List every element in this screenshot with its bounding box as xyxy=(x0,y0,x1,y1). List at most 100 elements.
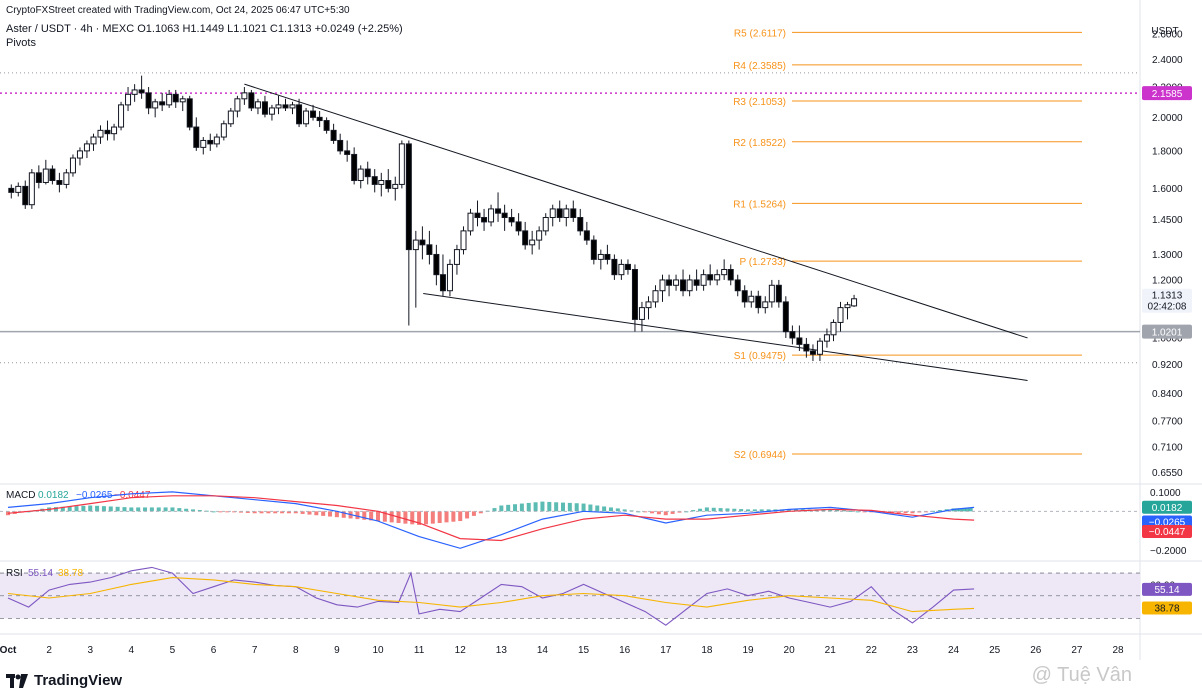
candle-body xyxy=(624,263,631,270)
macd-value-tag-label: −0.0447 xyxy=(1149,527,1186,538)
macd-hist-bar xyxy=(889,511,894,513)
candle-body xyxy=(645,301,652,309)
x-tick-label: 5 xyxy=(170,645,176,656)
y-tick-label: 1.6000 xyxy=(1152,184,1183,195)
candle-body xyxy=(8,187,15,193)
candle-body xyxy=(604,253,611,260)
tradingview-logo[interactable]: TradingView xyxy=(6,672,122,689)
pivot-label: R1 (1.5264) xyxy=(733,199,786,210)
x-tick-label: 24 xyxy=(948,645,960,656)
candle-body xyxy=(488,208,495,223)
macd-hist-bar xyxy=(225,511,230,513)
macd-hist-bar xyxy=(506,504,511,512)
candle-body xyxy=(714,274,721,281)
macd-value: 0.0182 xyxy=(38,490,69,501)
macd-hist-bar xyxy=(238,511,243,513)
y-tick-label: 1.2000 xyxy=(1152,275,1183,286)
candle-body xyxy=(111,126,118,135)
macd-hist-bar xyxy=(95,505,100,512)
candle-body xyxy=(686,279,693,292)
macd-hist-bar xyxy=(917,511,922,513)
x-tick-label: 7 xyxy=(252,645,258,656)
candle-body xyxy=(35,172,42,183)
macd-hist-bar xyxy=(615,508,620,512)
candle-body xyxy=(536,230,543,241)
candle-body xyxy=(680,279,687,292)
macd-hist-bar xyxy=(328,511,333,517)
macd-hist-bar xyxy=(759,509,764,512)
x-tick-label: 27 xyxy=(1071,645,1083,656)
candle-body xyxy=(453,249,460,265)
macd-hist-bar xyxy=(369,511,374,521)
macd-hist-bar xyxy=(821,509,826,512)
candle-body xyxy=(563,208,570,219)
pivot-label: R3 (2.1053) xyxy=(733,97,786,108)
macd-hist-bar xyxy=(835,509,840,512)
macd-hist-bar xyxy=(191,509,195,512)
macd-hist-bar xyxy=(492,508,497,512)
macd-value: −0.0265 xyxy=(76,490,113,501)
macd-hist-bar xyxy=(417,511,422,525)
macd-hist-bar xyxy=(108,506,113,512)
y-tick-label: 0.8400 xyxy=(1152,389,1183,400)
candle-body xyxy=(275,104,282,109)
macd-hist-bar xyxy=(841,510,846,512)
watermark: @ Tuệ Vân xyxy=(1031,664,1132,686)
candle-body xyxy=(193,126,200,148)
macd-hist-bar xyxy=(725,508,730,512)
candle-body xyxy=(707,274,714,281)
macd-hist-bar xyxy=(81,505,86,512)
candle-body xyxy=(467,212,474,232)
x-tick-label: 12 xyxy=(455,645,467,656)
y-tick-label: 0.9200 xyxy=(1152,360,1183,371)
macd-hist-bar xyxy=(924,511,929,513)
lower-trendline xyxy=(423,292,1028,381)
candle-body xyxy=(186,98,193,128)
candle-body xyxy=(460,230,467,251)
rsi-series-rsi-ma xyxy=(7,577,975,613)
macd-hist-bar xyxy=(314,511,319,516)
candle-body xyxy=(700,274,707,286)
macd-hist-bar xyxy=(293,511,298,514)
candle-body xyxy=(303,110,310,125)
candle-body xyxy=(97,129,104,138)
x-tick-label: 22 xyxy=(866,645,878,656)
candle-body xyxy=(809,350,816,355)
candle-body xyxy=(337,139,344,152)
candle-body xyxy=(405,143,412,251)
macd-hist-bar xyxy=(656,511,661,515)
rsi-ma-value-tag xyxy=(1142,601,1192,615)
pivot-label: S1 (0.9475) xyxy=(734,351,786,362)
candle-body xyxy=(131,89,138,95)
y-tick-label: 2.6000 xyxy=(1152,29,1183,40)
macd-hist-bar xyxy=(362,511,367,520)
candle-body xyxy=(816,340,823,355)
candle-body xyxy=(597,253,604,260)
last-price-label: 1.1313 xyxy=(1152,291,1183,302)
macd-series-macd xyxy=(7,491,975,549)
candle-body xyxy=(590,239,597,260)
candle-body xyxy=(49,168,56,182)
x-tick-label: 3 xyxy=(87,645,93,656)
macd-hist-bar xyxy=(184,508,189,512)
candle-body xyxy=(837,307,844,323)
candle-body xyxy=(549,208,556,219)
macd-hist-bar xyxy=(136,507,141,512)
macd-hist-bar xyxy=(903,511,908,514)
credit-line: CryptoFXStreet created with TradingView.… xyxy=(6,5,350,16)
macd-hist-bar xyxy=(382,511,387,522)
y-tick-label: 0.7700 xyxy=(1152,417,1183,428)
candle-body xyxy=(330,129,337,141)
macd-hist-bar xyxy=(259,511,264,514)
macd-hist-bar xyxy=(684,511,689,513)
candle-body xyxy=(775,284,782,303)
candle-body xyxy=(145,92,152,109)
macd-hist-bar xyxy=(636,511,641,513)
candle-body xyxy=(296,104,303,125)
x-tick-label: 20 xyxy=(784,645,796,656)
candle-body xyxy=(762,301,769,309)
candle-body xyxy=(446,263,453,292)
candle-body xyxy=(433,253,440,276)
macd-hist-bar xyxy=(444,511,449,523)
